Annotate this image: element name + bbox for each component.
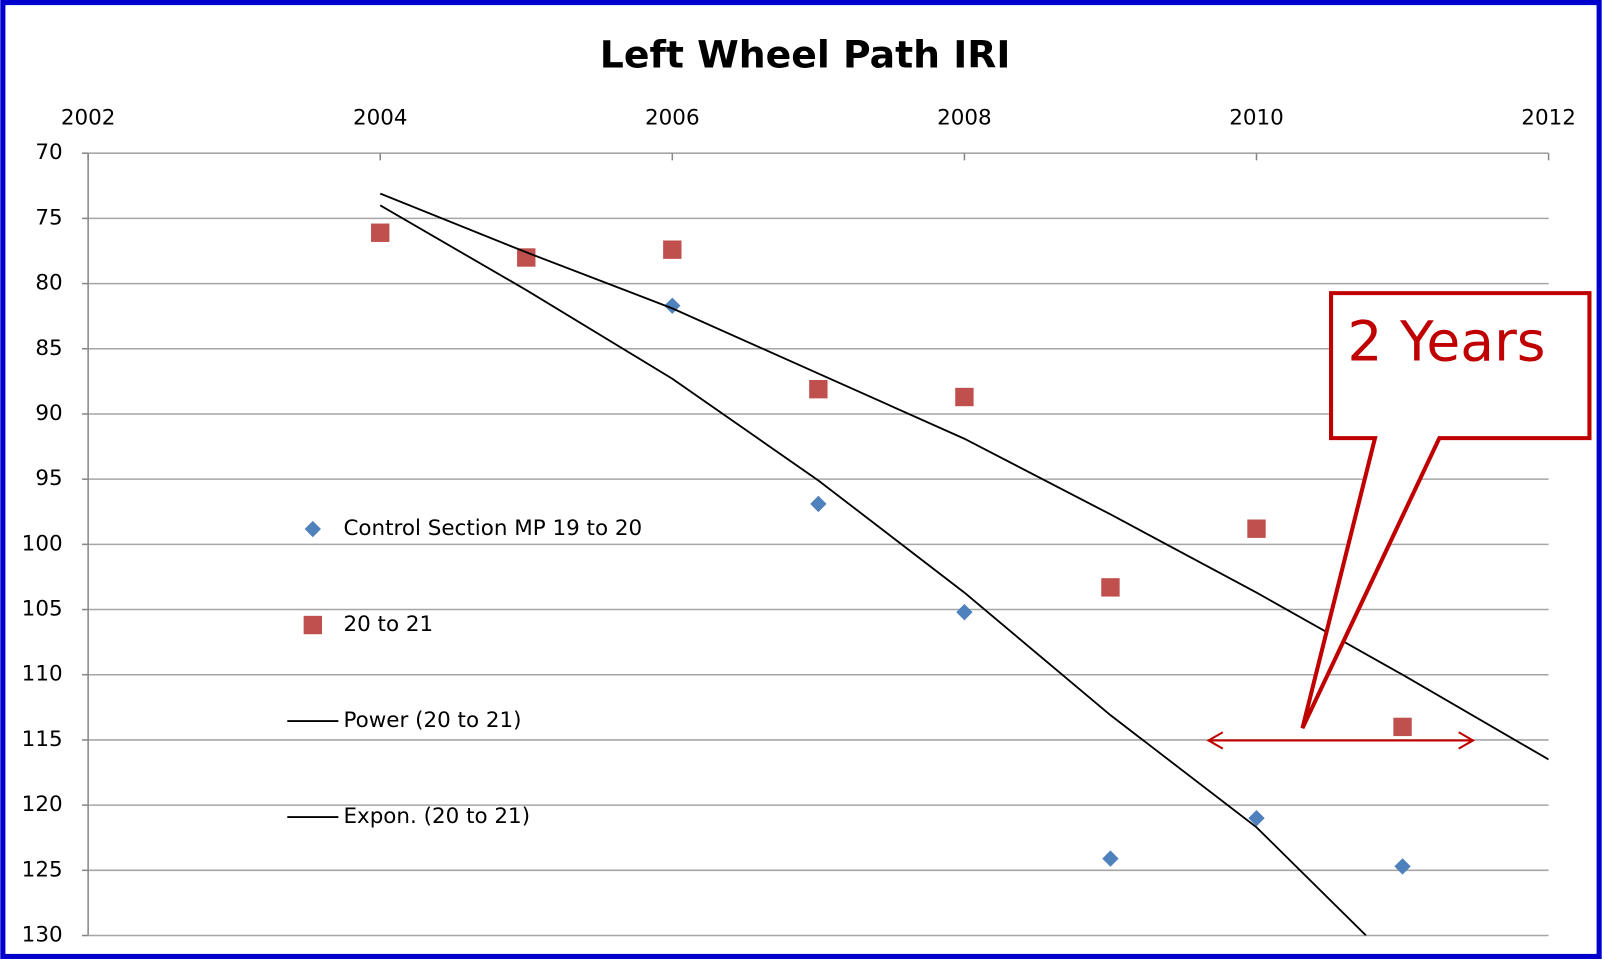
callout-text: 2 Years: [1347, 310, 1545, 374]
y-tick-label: 130: [22, 923, 63, 948]
legend-label: Power (20 to 21): [343, 708, 521, 733]
y-tick-label: 125: [22, 857, 63, 882]
legend-diamond: [304, 520, 321, 538]
arrow-head: [1458, 731, 1476, 750]
y-tick-label: 120: [22, 792, 63, 817]
y-tick-label: 95: [35, 466, 62, 491]
square-point: [809, 380, 828, 399]
square-point: [663, 240, 682, 259]
y-tick-label: 90: [35, 401, 62, 426]
arrow-head: [1206, 731, 1224, 750]
marks: [371, 192, 1549, 936]
annotation: 2 Years: [1206, 291, 1592, 750]
trend-line: [379, 192, 1549, 761]
square-point: [955, 387, 974, 407]
y-tick-label: 110: [22, 662, 63, 687]
x-tick-label: 2004: [353, 105, 408, 130]
y-tick-label: 100: [22, 531, 63, 556]
square-point: [1247, 519, 1266, 538]
callout-box: [1300, 291, 1592, 730]
y-tick-label: 85: [35, 336, 62, 361]
diamond-point: [1102, 850, 1119, 867]
y-tick-label: 105: [22, 597, 63, 622]
y-tick-label: 80: [35, 271, 62, 296]
trend-line: [379, 204, 1367, 936]
legend-label: Expon. (20 to 21): [343, 804, 530, 829]
x-tick-label: 2002: [61, 105, 116, 130]
diamond-point: [1248, 809, 1265, 827]
square-point: [1101, 578, 1120, 597]
legend: Control Section MP 19 to 20 20 to 21 Power…: [287, 516, 642, 829]
diamond-point: [956, 603, 973, 621]
y-tick-label: 75: [35, 205, 62, 230]
legend-label: 20 to 21: [343, 612, 433, 637]
legend-square: [303, 615, 323, 635]
legend-label: Control Section MP 19 to 20: [343, 516, 642, 541]
diamond-point: [810, 495, 827, 513]
x-tick-label: 2008: [937, 105, 992, 130]
square-point: [371, 223, 390, 242]
x-tick-label: 2012: [1521, 105, 1576, 130]
square-point: [1393, 717, 1412, 737]
y-tick-label: 70: [35, 140, 62, 165]
x-tick-label: 2010: [1229, 105, 1284, 130]
x-tick-label: 2006: [645, 105, 700, 130]
diamond-point: [1394, 858, 1411, 875]
square-point: [517, 248, 536, 267]
y-tick-label: 115: [22, 727, 63, 752]
grid: 70 75 80 85 90 95 100 105 110 115 120 125 130 2002 200…: [22, 105, 1576, 947]
chart-title: Left Wheel Path IRI: [600, 33, 1011, 77]
